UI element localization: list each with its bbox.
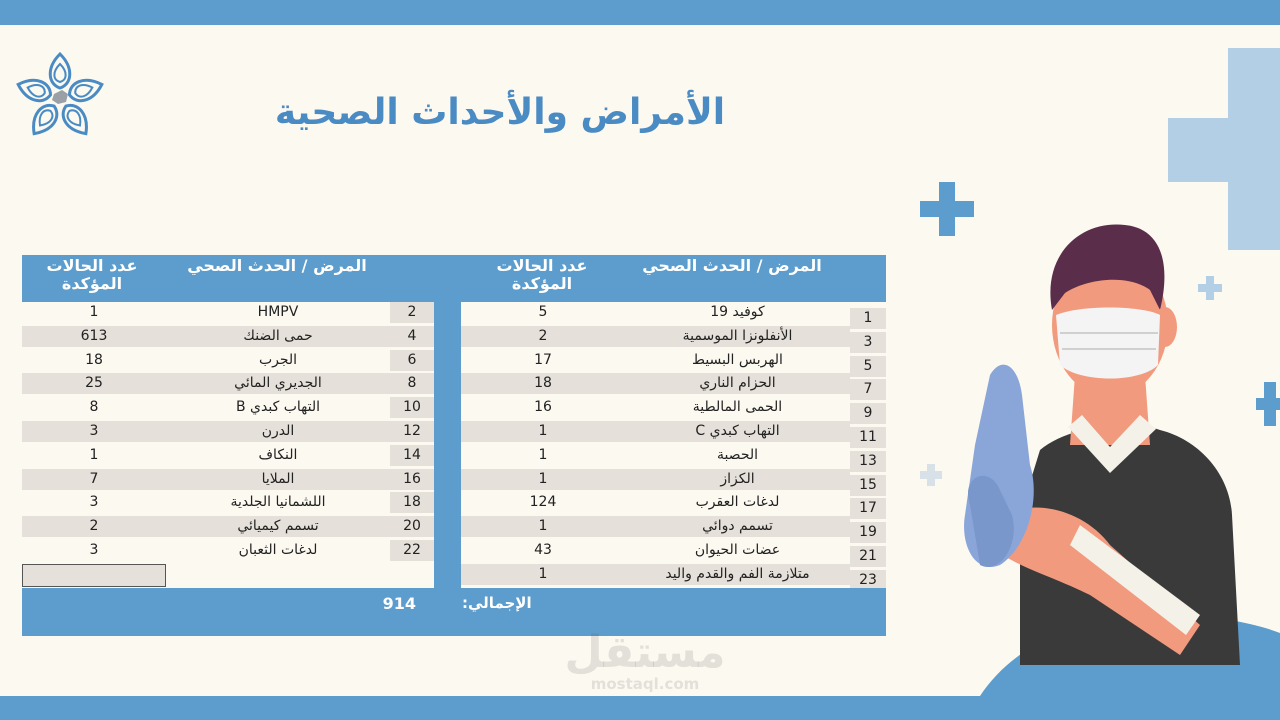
right-row-count: 43: [534, 542, 552, 558]
right-row-name: عضات الحيوان: [694, 542, 781, 558]
total-label: الإجمالي:: [462, 594, 532, 612]
right-row-count: 1: [461, 516, 625, 538]
right-row-name: لدغات العقرب: [695, 494, 780, 511]
right-row-number: 23: [850, 569, 886, 591]
right-row-name: التهاب كبدي C: [625, 421, 850, 442]
right-row-number: 3: [850, 331, 886, 353]
left-row-number: 2: [390, 302, 434, 323]
left-row-number: 8: [390, 373, 434, 395]
right-row-number: 19: [850, 522, 886, 544]
right-row-count: 1: [461, 468, 625, 490]
right-row-name: الأنفلونزا الموسمية: [625, 325, 850, 347]
left-row-number: 22: [390, 540, 434, 561]
empty-cell: [22, 564, 166, 587]
left-row-count: 25: [22, 373, 166, 395]
large-medical-cross-icon: [1168, 48, 1280, 250]
left-row-name: لدغات الثعبان: [238, 542, 318, 558]
left-row-name: اللشمانيا الجلدية: [230, 494, 326, 511]
watermark-arabic: مستقل: [564, 627, 726, 678]
right-row-number: 13: [850, 450, 886, 472]
left-row-name: الجديري المائي: [166, 373, 390, 395]
right-row-number: 21: [850, 546, 886, 567]
left-row-number: 12: [390, 421, 434, 442]
table-header-band: عدد الحالات المؤكدة المرض / الحدث الصحي …: [22, 255, 886, 302]
right-row-number: 7: [850, 379, 886, 401]
right-row-name: الحزام الناري: [625, 373, 850, 395]
doctor-illustration: [964, 224, 1280, 696]
left-row-number: 10: [390, 397, 434, 419]
left-row-name: الجرب: [258, 351, 298, 368]
right-row-count: 1: [538, 446, 548, 463]
left-row-count: 3: [89, 494, 99, 511]
left-disease-header: المرض / الحدث الصحي: [187, 256, 367, 275]
right-row-count: 16: [534, 399, 552, 416]
top-accent-band: [0, 0, 1280, 25]
right-row-count: 17: [534, 351, 552, 368]
left-row-count: 8: [89, 399, 99, 416]
right-disease-header: المرض / الحدث الصحي: [642, 256, 822, 275]
watermark: مستقل mostaql.com: [560, 627, 730, 693]
right-row-number: 11: [850, 427, 886, 448]
page-title: الأمراض والأحداث الصحية: [274, 92, 726, 133]
left-row-number: 18: [390, 492, 434, 514]
right-row-name: الحصبة: [716, 446, 759, 463]
right-row-count: 124: [529, 494, 557, 511]
left-row-number: 16: [390, 468, 434, 490]
left-row-count: 2: [22, 516, 166, 538]
right-row-number: 9: [850, 403, 886, 425]
left-row-count: 613: [22, 325, 166, 347]
right-row-name: الكزاز: [625, 468, 850, 490]
right-row-count: 18: [461, 373, 625, 395]
left-row-count: 1: [89, 446, 99, 463]
left-row-number: 20: [390, 516, 434, 538]
bottom-accent-band: [0, 696, 1280, 720]
left-row-count: 3: [89, 542, 99, 558]
total-value: 914: [382, 594, 416, 613]
right-row-count: 2: [461, 325, 625, 347]
left-row-name: النكاف: [258, 446, 298, 463]
table-footer-band: [22, 588, 886, 636]
left-row-count: 3: [22, 421, 166, 442]
medical-cross-icon: [1256, 382, 1280, 426]
right-count-header: عدد الحالات المؤكدة: [496, 256, 588, 293]
watermark-latin: mostaql.com: [590, 675, 700, 693]
left-row-number: 14: [390, 444, 434, 466]
right-row-name: الحمى المالطية: [692, 399, 783, 416]
right-row-count: 1: [461, 421, 625, 442]
left-row-name: التهاب كبدي B: [236, 399, 320, 416]
right-row-number: 1: [850, 308, 886, 329]
left-count-header: عدد الحالات المؤكدة: [46, 256, 138, 293]
left-row-count: 7: [22, 468, 166, 490]
small-medical-cross-icon: [1198, 276, 1222, 300]
right-row-name: تسمم دوائي: [625, 516, 850, 538]
right-row-number: 17: [850, 498, 886, 520]
left-row-count: 1: [89, 304, 99, 320]
column-divider-strip: [434, 302, 461, 588]
right-row-count: 1: [461, 563, 625, 585]
left-row-name: تسمم كيميائي: [166, 516, 390, 538]
left-row-number: 4: [390, 325, 434, 347]
left-row-name: HMPV: [257, 304, 299, 320]
right-row-number: 15: [850, 474, 886, 496]
left-row-name: الملايا: [166, 468, 390, 490]
left-row-number: 6: [390, 349, 434, 371]
left-row-name: حمى الضنك: [166, 325, 390, 347]
right-row-name: كوفيد 19: [710, 304, 765, 320]
right-row-name: متلازمة الفم والقدم واليد: [625, 563, 850, 585]
left-row-name: الدرن: [166, 421, 390, 442]
right-row-name: الهربس البسيط: [692, 351, 783, 368]
medical-cross-icon: [920, 182, 974, 236]
right-row-number: 5: [850, 355, 886, 377]
star-flower-logo-icon: [16, 51, 104, 136]
left-row-count: 18: [85, 351, 103, 368]
small-medical-cross-icon: [920, 464, 942, 486]
right-row-count: 5: [538, 304, 548, 320]
